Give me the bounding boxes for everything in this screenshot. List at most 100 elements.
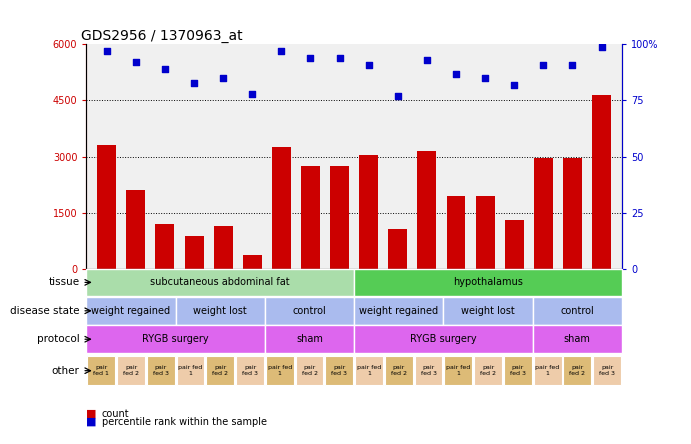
Bar bbox=[417, 151, 436, 269]
Bar bbox=[593, 357, 621, 385]
Text: pair
fed 2: pair fed 2 bbox=[391, 365, 407, 376]
Bar bbox=[184, 236, 204, 269]
Bar bbox=[236, 357, 264, 385]
Bar bbox=[265, 325, 354, 353]
Bar bbox=[533, 297, 622, 325]
Text: sham: sham bbox=[296, 334, 323, 344]
Text: RYGB surgery: RYGB surgery bbox=[142, 334, 209, 344]
Point bbox=[160, 66, 171, 73]
Bar bbox=[86, 297, 176, 325]
Bar bbox=[354, 297, 444, 325]
Point bbox=[131, 59, 142, 66]
Text: pair fed
1: pair fed 1 bbox=[536, 365, 560, 376]
Bar bbox=[359, 155, 378, 269]
Text: pair fed
1: pair fed 1 bbox=[267, 365, 292, 376]
Text: percentile rank within the sample: percentile rank within the sample bbox=[102, 417, 267, 427]
Text: pair
fed 2: pair fed 2 bbox=[123, 365, 139, 376]
Bar bbox=[533, 325, 622, 353]
Bar bbox=[265, 297, 354, 325]
Text: tissue: tissue bbox=[48, 278, 79, 287]
Bar bbox=[207, 357, 234, 385]
Text: control: control bbox=[560, 306, 594, 316]
Text: pair
fed 3: pair fed 3 bbox=[331, 365, 348, 376]
Text: GDS2956 / 1370963_at: GDS2956 / 1370963_at bbox=[81, 29, 243, 44]
Bar bbox=[243, 255, 262, 269]
Text: pair fed
1: pair fed 1 bbox=[446, 365, 471, 376]
Bar bbox=[155, 224, 174, 269]
Point bbox=[363, 61, 375, 68]
Text: weight regained: weight regained bbox=[91, 306, 171, 316]
Bar bbox=[301, 166, 320, 269]
Bar bbox=[266, 357, 294, 385]
Bar bbox=[354, 269, 622, 296]
Text: ■: ■ bbox=[86, 417, 97, 427]
Text: pair
fed 2: pair fed 2 bbox=[301, 365, 317, 376]
Bar bbox=[504, 357, 532, 385]
Text: pair fed
1: pair fed 1 bbox=[178, 365, 202, 376]
Text: ■: ■ bbox=[86, 409, 97, 419]
Bar bbox=[446, 196, 466, 269]
Bar bbox=[504, 220, 524, 269]
Text: pair
fed 3: pair fed 3 bbox=[510, 365, 526, 376]
Text: pair
fed 2: pair fed 2 bbox=[212, 365, 228, 376]
Point bbox=[567, 61, 578, 68]
Bar bbox=[475, 196, 495, 269]
Text: hypothalamus: hypothalamus bbox=[453, 278, 523, 287]
Point bbox=[101, 48, 112, 55]
Bar bbox=[86, 325, 265, 353]
Bar bbox=[355, 357, 383, 385]
Bar bbox=[86, 269, 354, 296]
Bar bbox=[533, 357, 562, 385]
Bar bbox=[415, 357, 442, 385]
Bar bbox=[325, 357, 353, 385]
Text: weight regained: weight regained bbox=[359, 306, 438, 316]
Point bbox=[247, 90, 258, 97]
Bar bbox=[97, 145, 116, 269]
Point bbox=[422, 56, 433, 63]
Point bbox=[392, 92, 404, 99]
Text: RYGB surgery: RYGB surgery bbox=[410, 334, 477, 344]
Bar bbox=[444, 297, 533, 325]
Bar bbox=[214, 226, 233, 269]
Text: subcutaneous abdominal fat: subcutaneous abdominal fat bbox=[151, 278, 290, 287]
Text: pair
fed 2: pair fed 2 bbox=[480, 365, 496, 376]
Text: weight lost: weight lost bbox=[461, 306, 515, 316]
Text: other: other bbox=[52, 366, 79, 376]
Bar bbox=[563, 159, 582, 269]
Text: pair
fed 3: pair fed 3 bbox=[599, 365, 615, 376]
Bar bbox=[388, 230, 407, 269]
Text: pair
fed 3: pair fed 3 bbox=[421, 365, 437, 376]
Text: sham: sham bbox=[564, 334, 591, 344]
Bar bbox=[385, 357, 413, 385]
Text: pair
fed 1: pair fed 1 bbox=[93, 365, 109, 376]
Text: weight lost: weight lost bbox=[193, 306, 247, 316]
Text: pair fed
1: pair fed 1 bbox=[357, 365, 381, 376]
Point bbox=[305, 54, 316, 61]
Point bbox=[334, 54, 345, 61]
Text: pair
fed 2: pair fed 2 bbox=[569, 365, 585, 376]
Bar bbox=[126, 190, 145, 269]
Bar bbox=[474, 357, 502, 385]
Bar bbox=[534, 159, 553, 269]
Text: control: control bbox=[292, 306, 326, 316]
Bar bbox=[146, 357, 175, 385]
Bar bbox=[592, 95, 611, 269]
Bar bbox=[176, 357, 205, 385]
Point bbox=[218, 75, 229, 82]
Bar bbox=[272, 147, 291, 269]
Text: disease state: disease state bbox=[10, 306, 79, 316]
Bar bbox=[354, 325, 533, 353]
Point bbox=[480, 75, 491, 82]
Point bbox=[276, 48, 287, 55]
Bar bbox=[87, 357, 115, 385]
Bar bbox=[330, 166, 349, 269]
Text: pair
fed 3: pair fed 3 bbox=[153, 365, 169, 376]
Text: protocol: protocol bbox=[37, 334, 79, 344]
Point bbox=[189, 79, 200, 86]
Bar bbox=[444, 357, 472, 385]
Bar bbox=[563, 357, 591, 385]
Point bbox=[596, 43, 607, 50]
Bar bbox=[117, 357, 145, 385]
Text: pair
fed 3: pair fed 3 bbox=[242, 365, 258, 376]
Point bbox=[451, 70, 462, 77]
